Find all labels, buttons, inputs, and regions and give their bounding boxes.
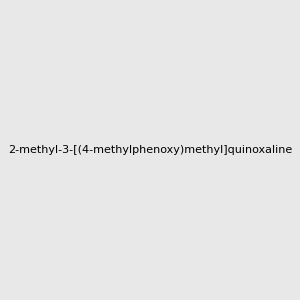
Text: 2-methyl-3-[(4-methylphenoxy)methyl]quinoxaline: 2-methyl-3-[(4-methylphenoxy)methyl]quin…	[8, 145, 292, 155]
